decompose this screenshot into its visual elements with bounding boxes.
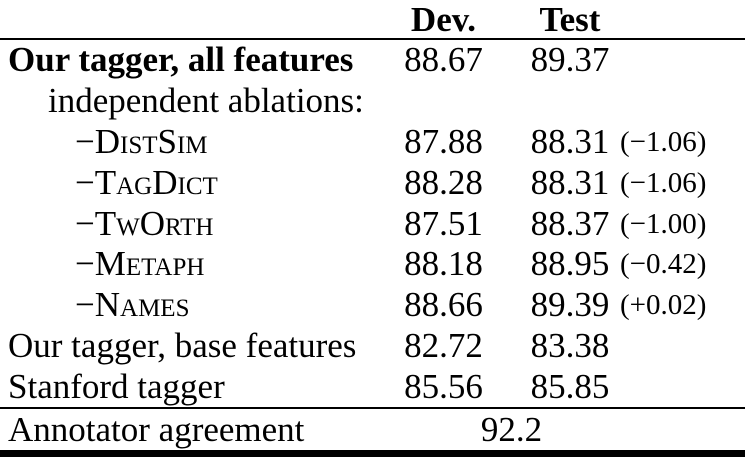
dev-value: 88.18 <box>404 244 483 284</box>
header-rule <box>0 38 745 40</box>
col-header-test: Test <box>539 0 601 39</box>
row-label: −Metaph <box>75 244 205 284</box>
annotator-agreement-value: 92.2 <box>480 409 543 449</box>
table-header-row: Dev. Test <box>0 0 745 38</box>
bottom-rule <box>0 450 745 458</box>
row-label: −DistSim <box>75 121 208 161</box>
test-value: 89.37 <box>530 40 610 80</box>
test-value: 83.38 <box>530 325 610 365</box>
delta-value: (−1.00) <box>620 207 707 240</box>
dev-value: 85.56 <box>404 366 483 406</box>
row-label: −TwOrth <box>75 203 214 243</box>
test-value: 89.39 <box>530 285 610 325</box>
footer-rule <box>0 407 745 410</box>
test-value: 88.95 <box>530 244 610 284</box>
table-row: Our tagger, base features 82.72 83.38 <box>0 326 745 367</box>
dev-value: 87.88 <box>404 121 483 161</box>
dev-value: 82.72 <box>404 325 483 365</box>
dev-value: 88.28 <box>404 162 483 202</box>
row-label: −TagDict <box>75 162 218 202</box>
test-value: 88.31 <box>530 121 610 161</box>
footer-label: Annotator agreement <box>8 409 305 449</box>
section-label: independent ablations: <box>48 81 364 121</box>
table-row: Our tagger, all features 88.67 89.37 <box>0 40 745 81</box>
test-value: 88.37 <box>530 203 610 243</box>
footer-row: Annotator agreement 92.2 <box>0 409 745 450</box>
table-row: −DistSim 87.88 88.31 (−1.06) <box>0 122 745 163</box>
table-row: −Names 88.66 89.39 (+0.02) <box>0 285 745 326</box>
delta-value: (−1.06) <box>620 125 707 158</box>
table-row: −Metaph 88.18 88.95 (−0.42) <box>0 244 745 285</box>
dev-value: 88.66 <box>404 285 483 325</box>
delta-value: (−1.06) <box>620 166 707 199</box>
row-label: Our tagger, base features <box>8 325 357 365</box>
delta-value: (+0.02) <box>620 289 707 322</box>
dev-value: 88.67 <box>404 40 483 80</box>
delta-value: (−0.42) <box>620 248 707 281</box>
row-label: −Names <box>75 285 190 325</box>
test-value: 88.31 <box>530 162 610 202</box>
row-label: Stanford tagger <box>8 366 225 406</box>
table-row: independent ablations: <box>0 81 745 122</box>
table-row: −TwOrth 87.51 88.37 (−1.00) <box>0 203 745 244</box>
test-value: 85.85 <box>530 366 610 406</box>
table-row: −TagDict 88.28 88.31 (−1.06) <box>0 162 745 203</box>
table-row: Stanford tagger 85.56 85.85 <box>0 366 745 407</box>
row-label: Our tagger, all features <box>8 40 354 80</box>
col-header-dev: Dev. <box>410 0 477 39</box>
dev-value: 87.51 <box>404 203 483 243</box>
